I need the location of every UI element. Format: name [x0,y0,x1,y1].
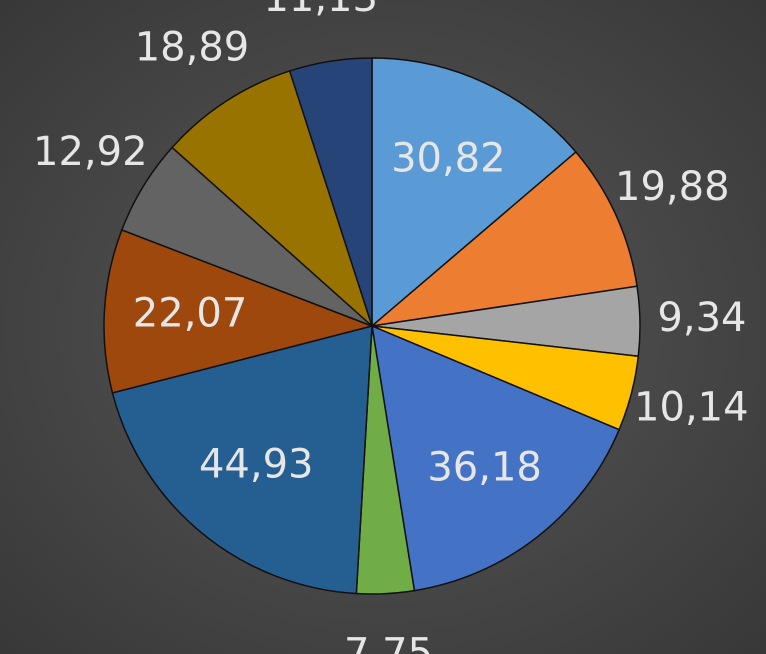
data-label: 30,82 [391,136,506,182]
pie-slice [103,228,375,394]
pie-slice [371,324,621,592]
data-label: 7,75 [344,631,433,654]
data-label: 9,34 [657,295,746,341]
data-label: 44,93 [199,442,314,488]
data-label: 10,14 [634,384,749,430]
data-label: 22,07 [133,291,248,337]
data-label: 19,88 [615,164,730,210]
pie-slice [371,57,577,328]
pie-slice [369,150,638,328]
data-label: 18,89 [135,24,250,70]
data-label: 11,13 [263,0,378,21]
pie-slice [171,70,374,329]
pie-slice [111,325,373,595]
data-label: 36,18 [427,444,542,490]
data-label: 12,92 [33,129,148,175]
pie-slice [288,57,373,327]
